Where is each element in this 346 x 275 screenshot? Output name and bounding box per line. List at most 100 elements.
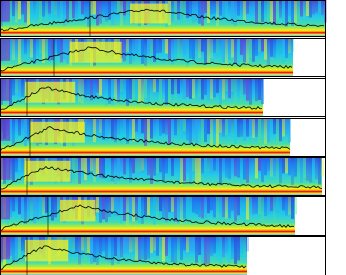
texture [78,78,81,103]
texture [138,78,141,103]
texture [198,78,201,97]
texture [234,0,237,26]
texture [204,196,207,218]
texture [219,157,222,185]
texture [162,236,165,261]
texture [72,0,75,18]
texture [27,0,30,26]
texture [21,157,24,170]
texture [57,38,60,56]
heatmap-strip [0,0,327,37]
texture [78,236,81,265]
texture [177,157,180,184]
texture [204,236,207,265]
texture [63,38,66,59]
hot-patch [130,4,168,24]
texture [291,157,294,185]
texture [255,38,258,56]
texture [240,0,243,14]
texture [102,236,105,251]
texture [186,196,189,220]
texture [126,38,129,52]
texture [57,196,60,220]
texture [222,38,225,62]
texture [156,118,159,139]
texture [24,196,27,224]
texture [174,236,177,265]
texture [222,157,225,171]
texture [12,236,15,263]
left-edge [0,236,10,259]
texture [222,78,225,99]
texture [207,196,210,213]
texture [213,78,216,97]
texture [252,118,255,138]
texture [165,157,168,173]
texture [321,0,324,15]
texture [141,236,144,259]
texture [285,196,288,216]
texture [258,38,261,52]
texture [279,196,282,214]
texture [102,196,105,219]
texture [279,118,282,141]
texture [183,157,186,181]
texture [213,38,216,53]
texture [288,196,291,214]
texture [102,78,105,95]
texture [156,78,159,92]
texture [135,236,138,262]
texture [192,157,195,171]
texture [252,157,255,172]
texture [249,0,252,13]
texture [36,0,39,17]
texture [165,38,168,54]
texture [45,38,48,64]
texture [21,38,24,57]
texture [237,0,240,16]
texture [294,196,297,214]
texture [264,157,267,175]
texture [246,38,249,65]
texture [240,78,243,103]
texture [207,157,210,172]
texture [150,236,153,253]
texture [162,157,165,181]
texture [21,118,24,134]
texture [141,196,144,224]
texture [33,196,36,223]
texture [219,118,222,133]
texture [39,196,42,213]
texture [18,0,21,19]
texture [201,118,204,142]
texture [183,38,186,54]
texture [195,196,198,214]
texture [111,236,114,265]
texture [276,196,279,211]
texture [30,38,33,57]
texture [228,38,231,60]
texture [183,0,186,21]
texture [99,0,102,24]
texture [162,196,165,219]
texture [156,157,159,173]
texture [270,196,273,211]
texture [270,38,273,57]
texture [258,157,261,171]
texture [246,196,249,220]
texture [249,157,252,173]
texture [285,157,288,173]
texture [165,236,168,256]
texture [198,38,201,58]
texture [108,78,111,104]
texture [192,78,195,98]
texture [195,38,198,55]
texture [183,236,186,250]
texture [228,236,231,262]
texture [213,0,216,14]
texture [168,38,171,61]
texture [156,196,159,224]
texture [261,0,264,22]
texture [180,157,183,185]
texture [153,196,156,225]
